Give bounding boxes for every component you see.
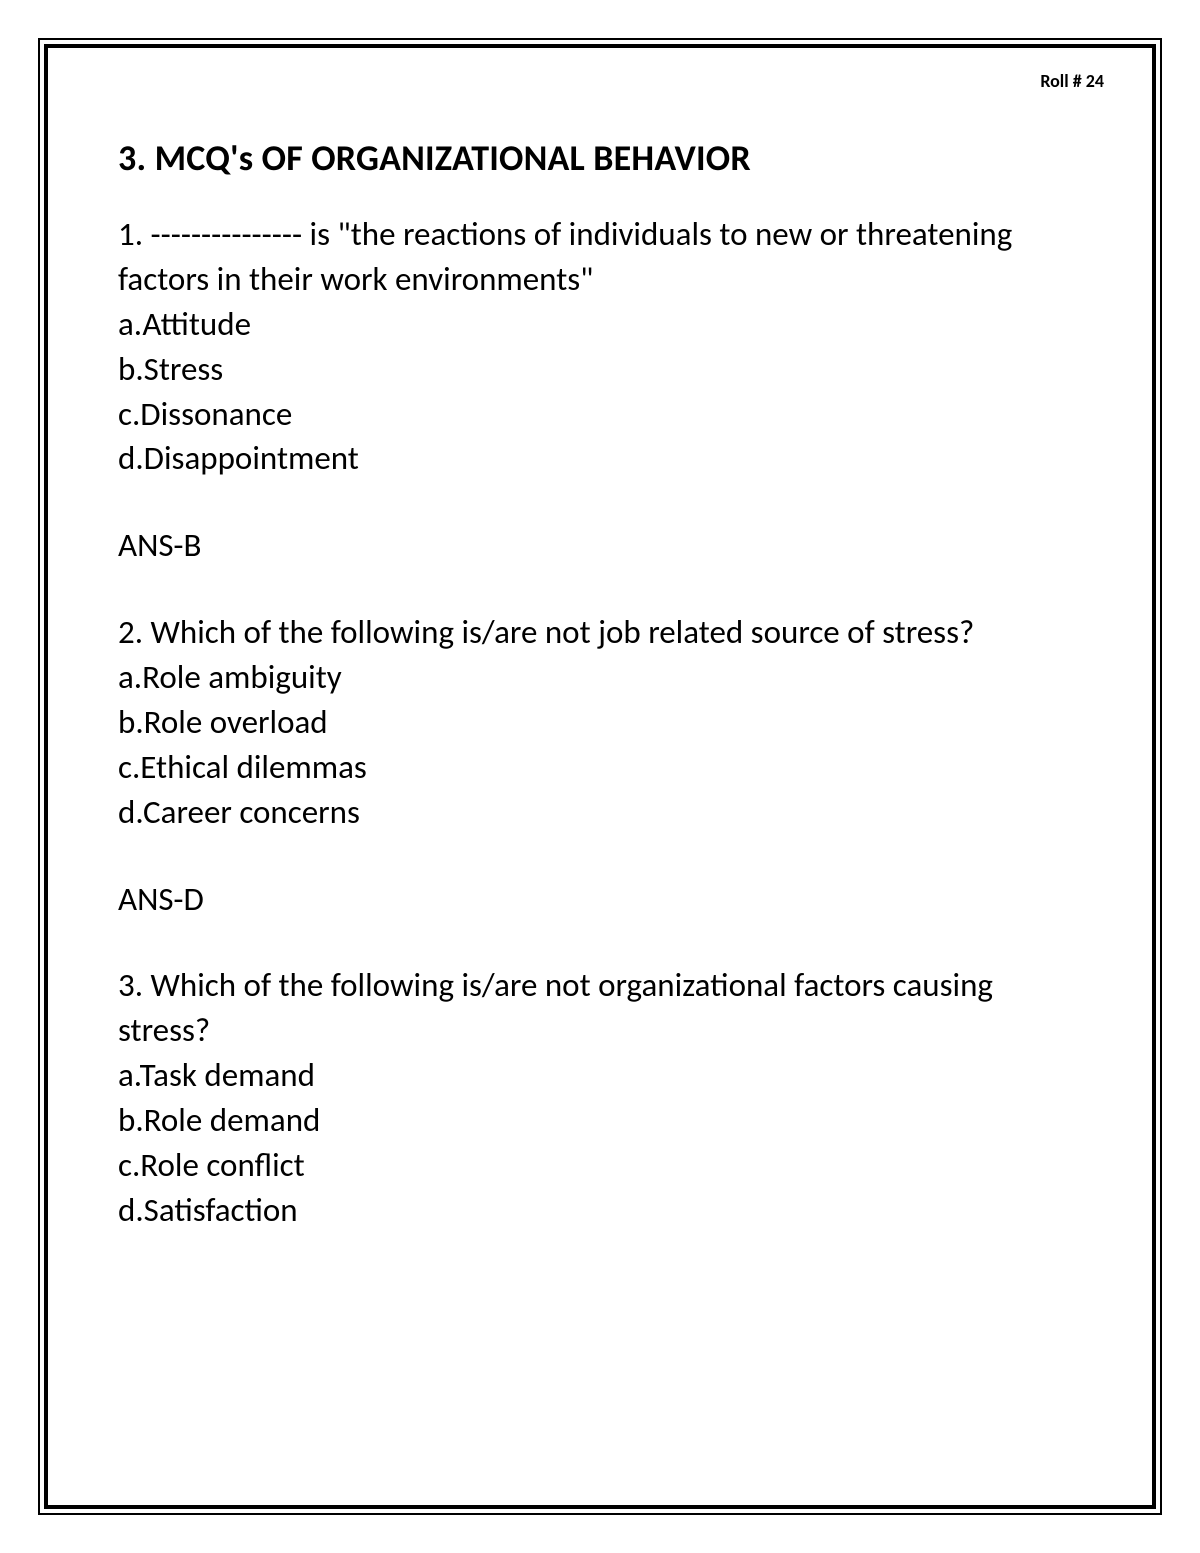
question-1-text: 1. --------------- is "the reactions of … (118, 212, 1092, 302)
question-2-answer: ANS-D (118, 877, 1092, 922)
roll-number: Roll # 24 (1040, 70, 1104, 92)
question-1-answer: ANS-B (118, 523, 1092, 568)
question-2-option-c: c.Ethical dilemmas (118, 745, 1092, 790)
question-1-stem: --------------- is "the reactions of ind… (118, 214, 1012, 299)
question-3-option-b: b.Role demand (118, 1098, 1092, 1143)
document-title: 3. MCQ's OF ORGANIZATIONAL BEHAVIOR (118, 136, 1092, 180)
page-inner-border: Roll # 24 3. MCQ's OF ORGANIZATIONAL BEH… (44, 44, 1156, 1509)
page-outer-border: Roll # 24 3. MCQ's OF ORGANIZATIONAL BEH… (38, 38, 1162, 1515)
question-2-number: 2. (118, 612, 143, 652)
question-1-option-b: b.Stress (118, 347, 1092, 392)
question-2-stem: Which of the following is/are not job re… (151, 612, 975, 652)
question-2-option-a: a.Role ambiguity (118, 655, 1092, 700)
question-3-text: 3. Which of the following is/are not org… (118, 963, 1092, 1053)
page: Roll # 24 3. MCQ's OF ORGANIZATIONAL BEH… (0, 0, 1200, 1553)
question-3-option-c: c.Role conflict (118, 1143, 1092, 1188)
question-3-option-d: d.Satisfaction (118, 1188, 1092, 1233)
question-2: 2. Which of the following is/are not job… (118, 610, 1092, 921)
question-1-option-c: c.Dissonance (118, 392, 1092, 437)
question-1-option-d: d.Disappointment (118, 436, 1092, 481)
question-3-number: 3. (118, 965, 143, 1005)
question-1-option-a: a.Attitude (118, 302, 1092, 347)
question-3-option-a: a.Task demand (118, 1053, 1092, 1098)
document-body: 1. --------------- is "the reactions of … (118, 212, 1092, 1233)
question-2-text: 2. Which of the following is/are not job… (118, 610, 1092, 655)
question-3-stem: Which of the following is/are not organi… (118, 965, 993, 1050)
question-3: 3. Which of the following is/are not org… (118, 963, 1092, 1232)
question-2-option-d: d.Career concerns (118, 790, 1092, 835)
question-2-option-b: b.Role overload (118, 700, 1092, 745)
question-1-number: 1. (118, 214, 143, 254)
question-1: 1. --------------- is "the reactions of … (118, 212, 1092, 568)
